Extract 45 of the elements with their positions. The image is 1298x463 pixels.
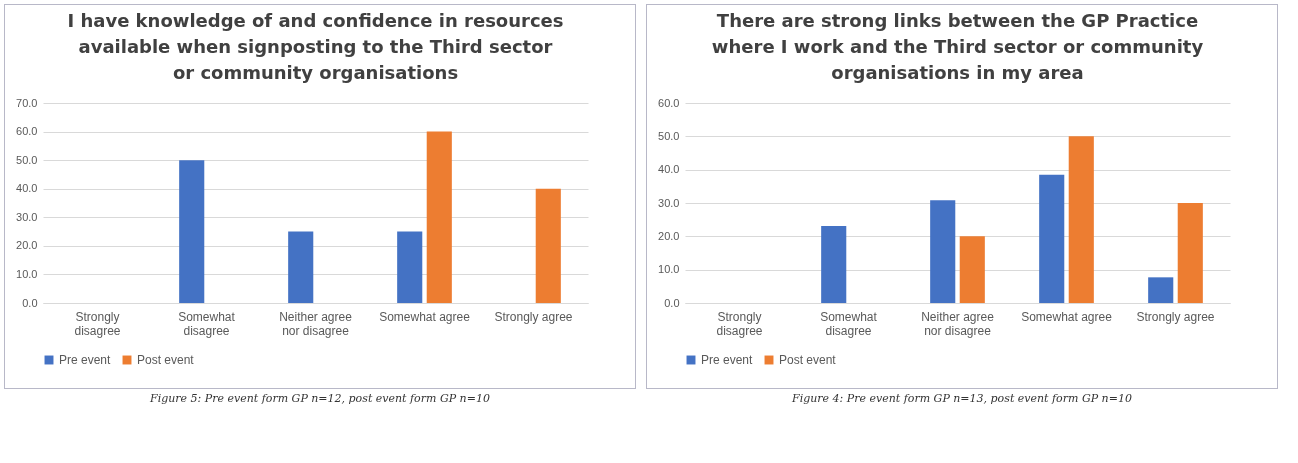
y-tick-label: 30.0 [16, 210, 38, 223]
x-tick-label: Neither agree nor disagree [279, 309, 353, 338]
x-tick-label: Strongly disagree [74, 309, 121, 338]
bar [930, 200, 956, 303]
y-tick-label: 40.0 [658, 163, 680, 176]
y-tick-label: 0.0 [664, 296, 680, 309]
bar [397, 231, 423, 303]
bar [179, 160, 205, 303]
bar [426, 131, 452, 303]
bar [1177, 203, 1203, 303]
legend-label: Post event [137, 353, 195, 367]
y-tick-label: 0.0 [22, 296, 38, 309]
y-tick-label: 60.0 [16, 125, 38, 138]
y-tick-label: 10.0 [16, 267, 38, 280]
bar [535, 188, 561, 303]
x-tick-label: Somewhat agree [379, 309, 471, 324]
x-tick-label: Strongly agree [1136, 309, 1215, 324]
y-tick-label: 20.0 [16, 239, 38, 252]
bar [821, 226, 847, 303]
legend-label: Post event [779, 353, 837, 367]
x-tick-label: Somewhat disagree [178, 309, 236, 338]
x-tick-label: Strongly agree [494, 309, 573, 324]
bar [1039, 174, 1065, 303]
legend-label: Pre event [701, 353, 754, 367]
x-tick-label: Somewhat disagree [820, 309, 878, 338]
bar [1068, 136, 1094, 303]
y-tick-label: 60.0 [658, 96, 680, 109]
y-tick-label: 30.0 [658, 196, 680, 209]
legend-label: Pre event [59, 353, 112, 367]
y-tick-label: 70.0 [16, 96, 38, 109]
caption: Figure 5: Pre event form GP n=12, post event form GP n=10 [149, 392, 491, 405]
bar [1148, 277, 1174, 303]
x-tick-label: Somewhat agree [1021, 309, 1113, 324]
chart-title: There are strong links between the GP Practice where I work and the Third sector or community organisations in my area [711, 10, 1204, 83]
x-tick-label: Neither agree nor disagree [921, 309, 995, 338]
y-tick-label: 40.0 [16, 182, 38, 195]
bar [288, 231, 314, 303]
y-tick-label: 50.0 [658, 129, 680, 142]
chart-title: I have knowledge of and confidence in resources available when signposting to the Third sector or community organisations [67, 10, 564, 83]
caption: Figure 4: Pre event form GP n=13, post event form GP n=10 [791, 392, 1133, 405]
bar [959, 236, 985, 303]
y-tick-label: 50.0 [16, 153, 38, 166]
x-tick-label: Strongly disagree [716, 309, 763, 338]
y-tick-label: 10.0 [658, 263, 680, 276]
y-tick-label: 20.0 [658, 229, 680, 242]
